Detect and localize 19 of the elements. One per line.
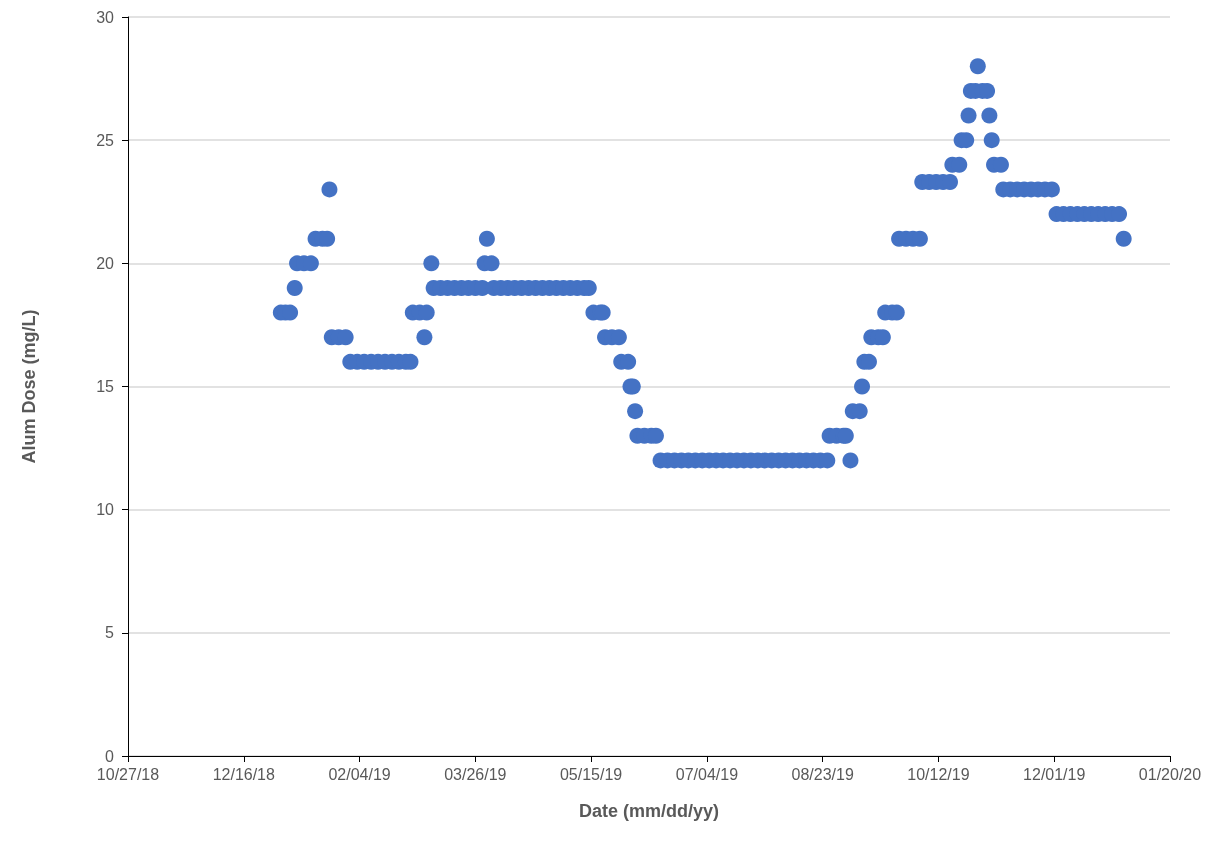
y-axis-title: Alum Dose (mg/L) [19,309,39,464]
y-tick-label: 30 [96,8,115,26]
y-tick-label: 25 [96,131,115,149]
x-tick-label: 12/16/18 [212,765,276,783]
x-tick-label: 10/12/19 [907,765,970,783]
y-tick-label: 20 [96,254,115,272]
x-tick-label: 01/20/20 [1138,765,1202,783]
x-tick-label: 03/26/19 [444,765,507,783]
x-axis-title: Date (mm/dd/yy) [578,801,720,821]
y-tick-label: 5 [105,624,115,642]
y-tick-label: 15 [96,378,115,395]
x-tick-label: 02/04/19 [328,765,391,783]
y-tick-label: 0 [105,747,115,765]
x-tick-label: 10/27/18 [96,765,160,783]
x-tick-label: 07/04/19 [675,765,739,783]
x-tick-label: 08/23/19 [791,765,854,783]
y-tick-label: 10 [96,501,115,519]
x-tick-label: 05/15/19 [559,765,623,783]
x-tick-label: 12/01/19 [1023,765,1086,783]
